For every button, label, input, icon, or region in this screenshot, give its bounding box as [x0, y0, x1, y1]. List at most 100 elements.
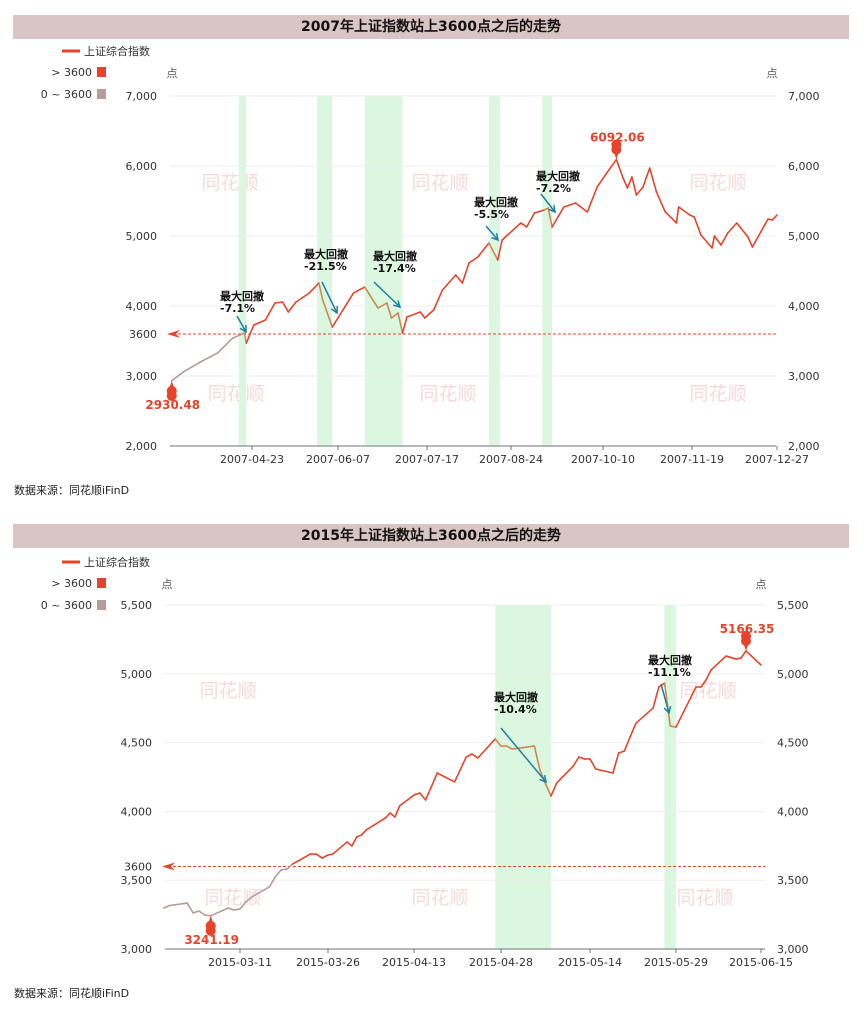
- series-segment: [232, 332, 246, 339]
- min-marker-icon: [166, 385, 177, 396]
- arrow-head-icon: [393, 300, 402, 309]
- watermark: 同花顺: [419, 383, 476, 405]
- series-segment: [186, 902, 194, 914]
- series-segment: [321, 854, 329, 859]
- series-segment: [555, 765, 575, 784]
- series-segment: [441, 274, 457, 291]
- arrow-head-icon: [548, 204, 556, 214]
- series-segment: [274, 869, 282, 878]
- annotation-arrow: [236, 315, 247, 333]
- data-source-2015: 数据来源：同花顺iFinD: [14, 987, 130, 1000]
- y-tick-label-left: 5,000: [126, 230, 158, 243]
- series-segment: [245, 324, 255, 344]
- chart-title-2015: 2015年上证指数站上3600点之后的走势: [13, 524, 849, 548]
- arrow-head-icon: [663, 706, 672, 715]
- y-tick-label-left: 6,000: [126, 160, 158, 173]
- series-segment: [253, 319, 267, 326]
- y-tick-label-left: 4,000: [126, 300, 158, 313]
- legend-series-name: 上证综合指数: [84, 555, 150, 569]
- x-tick-label: 2007-04-23: [220, 453, 284, 466]
- series-segment: [710, 655, 727, 671]
- series-segment: [406, 311, 422, 318]
- annotation-label: 最大回撤: [304, 247, 348, 261]
- series-segment: [209, 907, 230, 917]
- annotation-arrow: [540, 193, 556, 213]
- series-segment: [501, 222, 522, 241]
- series-segment: [162, 904, 171, 909]
- series-segment: [233, 908, 241, 911]
- annotation-value: -10.4%: [494, 703, 537, 716]
- series-segment: [623, 736, 631, 752]
- series-segment: [615, 158, 624, 179]
- drawdown-band: [488, 96, 500, 446]
- annotation-label: 最大回撤: [536, 169, 580, 183]
- y-axis-unit-left: 点: [162, 578, 173, 591]
- annotation-arrow: [660, 683, 670, 714]
- series-segment: [454, 274, 464, 284]
- series-segment: [397, 312, 404, 334]
- y-tick-label-left: 4,500: [121, 737, 153, 750]
- y-axis-unit-right: 点: [756, 578, 767, 591]
- x-tick-label: 2007-12-27: [745, 453, 809, 466]
- x-tick-label: 2015-05-29: [644, 956, 708, 969]
- series-segment: [476, 738, 497, 759]
- legend-series-name: 上证综合指数: [84, 44, 150, 58]
- series-segment: [423, 309, 435, 319]
- series-segment: [675, 696, 692, 728]
- annotation-value: -5.5%: [474, 208, 509, 221]
- legend-piece-swatch-icon: [97, 67, 106, 77]
- series-segment: [355, 834, 363, 838]
- series-segment: [394, 805, 401, 818]
- y-tick-label-right: 3,500: [777, 874, 809, 887]
- y-tick-label-right: 4,000: [788, 300, 820, 313]
- series-segment: [419, 311, 426, 319]
- series-segment: [606, 158, 618, 173]
- series-segment: [280, 868, 288, 871]
- arrow-head-icon: [491, 232, 500, 242]
- min-value-label: 2930.48: [145, 398, 200, 412]
- series-segment: [192, 910, 200, 914]
- series-segment: [365, 817, 387, 831]
- min-marker-icon: [205, 920, 216, 931]
- series-segment: [287, 301, 297, 313]
- y-tick-label-left: 3,500: [121, 874, 153, 887]
- x-tick-label: 2007-11-19: [660, 453, 724, 466]
- series-segment: [713, 235, 722, 246]
- watermark: 同花顺: [199, 680, 256, 702]
- series-segment: [572, 756, 580, 767]
- x-tick-label: 2015-06-15: [729, 956, 793, 969]
- series-segment: [461, 262, 470, 284]
- y-tick-label-right: 4,000: [777, 805, 809, 818]
- series-segment: [578, 756, 586, 760]
- reference-arrow-icon: [167, 330, 180, 338]
- series-segment: [389, 812, 396, 818]
- series-segment: [635, 186, 644, 196]
- annotation-arrow: [485, 225, 499, 241]
- series-segment: [384, 812, 391, 819]
- watermark: 同花顺: [207, 383, 264, 405]
- legend-piece-label: 0 ~ 3600: [41, 88, 92, 101]
- series-segment: [432, 289, 444, 311]
- series-segment: [436, 772, 456, 783]
- series-segment: [321, 299, 334, 328]
- series-segment: [286, 863, 294, 870]
- series-segment: [589, 758, 597, 770]
- y-tick-label-left: 5,500: [121, 599, 153, 612]
- series-segment: [346, 841, 353, 847]
- series-segment: [264, 302, 276, 321]
- series-segment: [655, 191, 667, 213]
- watermark: 同花顺: [411, 887, 468, 909]
- watermark: 同花顺: [679, 680, 736, 702]
- series-segment: [617, 750, 626, 754]
- series-segment: [243, 332, 248, 344]
- series-segment: [519, 222, 528, 228]
- x-tick-label: 2015-03-11: [208, 956, 272, 969]
- legend-piece-swatch-icon: [97, 89, 106, 99]
- max-marker-icon: [741, 635, 751, 646]
- series-segment: [677, 206, 691, 216]
- drawdown-band: [542, 96, 553, 446]
- y-tick-label-left: 4,000: [121, 805, 153, 818]
- series-segment: [675, 206, 680, 224]
- series-segment: [418, 792, 427, 801]
- series-segment: [745, 650, 762, 666]
